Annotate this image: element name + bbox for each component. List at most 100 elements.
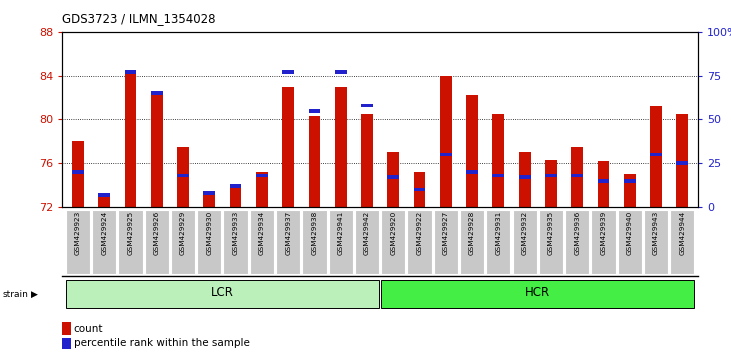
Bar <box>72 170 84 174</box>
Bar <box>466 170 478 174</box>
FancyBboxPatch shape <box>382 280 694 308</box>
FancyBboxPatch shape <box>171 210 195 274</box>
Bar <box>440 76 452 207</box>
Text: GSM429922: GSM429922 <box>417 211 423 255</box>
Bar <box>282 70 294 74</box>
Text: GSM429927: GSM429927 <box>443 211 449 255</box>
FancyBboxPatch shape <box>224 210 248 274</box>
FancyBboxPatch shape <box>355 210 379 274</box>
FancyBboxPatch shape <box>145 210 169 274</box>
Bar <box>282 87 294 207</box>
Text: GSM429936: GSM429936 <box>575 211 580 255</box>
Bar <box>308 116 320 207</box>
Text: GSM429943: GSM429943 <box>653 211 659 255</box>
Text: GSM429942: GSM429942 <box>364 211 370 255</box>
Text: GSM429931: GSM429931 <box>496 211 501 255</box>
Text: count: count <box>74 324 103 333</box>
Text: GSM429940: GSM429940 <box>626 211 633 255</box>
Bar <box>151 95 163 207</box>
Bar <box>151 91 163 95</box>
Bar <box>124 70 137 207</box>
Bar <box>230 185 241 207</box>
Text: strain: strain <box>2 290 28 299</box>
Text: GSM429941: GSM429941 <box>338 211 344 255</box>
Text: GSM429944: GSM429944 <box>679 211 686 255</box>
Bar <box>440 153 452 156</box>
FancyBboxPatch shape <box>303 210 327 274</box>
Bar <box>676 114 689 207</box>
FancyBboxPatch shape <box>644 210 668 274</box>
Bar <box>98 193 110 197</box>
FancyBboxPatch shape <box>591 210 616 274</box>
Bar <box>414 172 425 207</box>
Text: GSM429925: GSM429925 <box>127 211 134 255</box>
Bar <box>624 174 636 207</box>
FancyBboxPatch shape <box>118 210 143 274</box>
Bar <box>597 179 610 183</box>
Bar <box>387 175 399 179</box>
Bar <box>308 109 320 113</box>
Bar <box>676 161 689 165</box>
FancyBboxPatch shape <box>512 210 537 274</box>
Bar <box>493 173 504 177</box>
Text: GSM429939: GSM429939 <box>600 211 607 255</box>
Bar <box>124 70 137 74</box>
Bar <box>387 152 399 207</box>
Text: GSM429932: GSM429932 <box>522 211 528 255</box>
Text: GDS3723 / ILMN_1354028: GDS3723 / ILMN_1354028 <box>62 12 216 25</box>
Bar <box>650 106 662 207</box>
FancyBboxPatch shape <box>66 210 90 274</box>
Text: GSM429920: GSM429920 <box>390 211 396 255</box>
Bar <box>414 188 425 192</box>
Bar <box>335 87 346 207</box>
FancyBboxPatch shape <box>433 210 458 274</box>
Text: GSM429923: GSM429923 <box>75 211 81 255</box>
Bar <box>361 114 373 207</box>
Bar <box>572 147 583 207</box>
FancyBboxPatch shape <box>250 210 274 274</box>
Bar <box>493 114 504 207</box>
Bar <box>361 103 373 107</box>
Text: GSM429935: GSM429935 <box>548 211 554 255</box>
Bar <box>545 160 557 207</box>
Text: GSM429926: GSM429926 <box>154 211 160 255</box>
Text: percentile rank within the sample: percentile rank within the sample <box>74 338 250 348</box>
Bar <box>177 147 189 207</box>
Bar <box>72 141 84 207</box>
Bar <box>177 173 189 177</box>
FancyBboxPatch shape <box>618 210 642 274</box>
FancyBboxPatch shape <box>407 210 431 274</box>
FancyBboxPatch shape <box>381 210 406 274</box>
Text: GSM429924: GSM429924 <box>101 211 107 255</box>
Bar <box>624 179 636 183</box>
Bar <box>203 194 215 207</box>
Text: LCR: LCR <box>211 286 234 299</box>
FancyBboxPatch shape <box>329 210 353 274</box>
Bar <box>203 191 215 195</box>
Bar <box>597 161 610 207</box>
Text: GSM429938: GSM429938 <box>311 211 317 255</box>
Text: GSM429928: GSM429928 <box>469 211 475 255</box>
Bar <box>466 95 478 207</box>
Bar <box>519 152 531 207</box>
FancyBboxPatch shape <box>670 210 694 274</box>
FancyBboxPatch shape <box>565 210 589 274</box>
FancyBboxPatch shape <box>66 280 379 308</box>
Text: HCR: HCR <box>526 286 550 299</box>
Bar <box>256 173 268 177</box>
Bar <box>256 172 268 207</box>
FancyBboxPatch shape <box>460 210 484 274</box>
Text: GSM429937: GSM429937 <box>285 211 291 255</box>
FancyBboxPatch shape <box>276 210 300 274</box>
Bar <box>230 184 241 188</box>
Text: GSM429930: GSM429930 <box>206 211 212 255</box>
Text: GSM429929: GSM429929 <box>180 211 186 255</box>
Bar <box>650 153 662 156</box>
Bar <box>335 70 346 74</box>
FancyBboxPatch shape <box>539 210 563 274</box>
FancyBboxPatch shape <box>486 210 510 274</box>
Bar <box>572 173 583 177</box>
Text: ▶: ▶ <box>31 290 37 299</box>
FancyBboxPatch shape <box>197 210 221 274</box>
Bar <box>98 194 110 207</box>
